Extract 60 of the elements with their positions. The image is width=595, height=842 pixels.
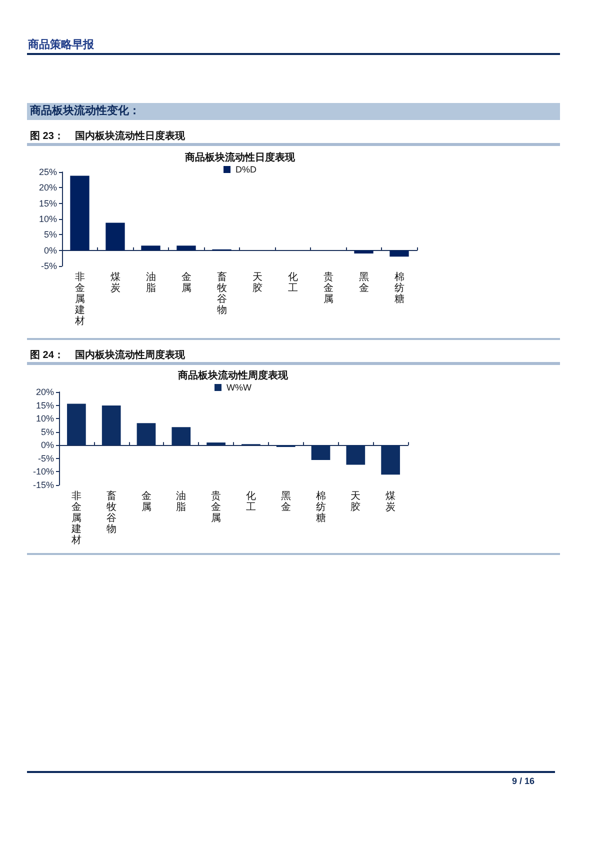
x-tick-label: 非金属建材 <box>74 271 85 327</box>
bar <box>141 246 160 250</box>
y-tick-label: 10% <box>38 214 57 224</box>
bar <box>176 246 196 250</box>
y-tick-label: 15% <box>36 400 54 410</box>
x-tick-label: 天胶 <box>350 491 361 513</box>
x-tick-label: 天胶 <box>252 272 262 294</box>
x-tick-label: 非金属建材 <box>70 490 82 546</box>
bar <box>136 423 156 446</box>
y-tick-label: 20% <box>36 387 54 397</box>
x-tick-label: 棉纺糖 <box>394 271 404 305</box>
x-tick-label: 煤炭 <box>386 490 396 513</box>
chart-title: 商品板块流动性日度表现 <box>184 152 296 164</box>
y-tick-label: 25% <box>38 167 57 177</box>
x-tick-label: 贵金属 <box>323 271 334 305</box>
x-tick-label: 黑金 <box>280 491 291 513</box>
chart-title: 商品板块流动性周度表现 <box>177 370 289 382</box>
x-tick-label: 化工 <box>288 271 298 294</box>
x-tick-label: 金属 <box>141 490 152 513</box>
x-tick-label: 畜牧谷物 <box>216 271 227 316</box>
y-tick-label: -10% <box>32 466 54 477</box>
bar <box>381 445 400 475</box>
bar <box>311 445 330 460</box>
x-tick-label: 贵金属 <box>211 490 222 524</box>
y-tick-label: -5% <box>38 453 54 464</box>
text: 9 / 16 <box>512 776 535 786</box>
y-tick-label: 5% <box>40 426 54 437</box>
y-tick-label: 10% <box>36 414 54 424</box>
x-tick-label: 畜牧谷物 <box>106 490 116 535</box>
bar <box>102 406 121 446</box>
legend-label: W%W <box>226 382 252 392</box>
y-tick-label: 5% <box>44 230 57 240</box>
caption: 图 24： <box>30 349 64 362</box>
x-tick-label: 油脂 <box>176 490 186 513</box>
x-tick-label: 棉纺糖 <box>316 490 326 524</box>
x-tick-label: 金属 <box>181 271 192 294</box>
y-tick-label: 0% <box>40 440 54 450</box>
bar <box>390 250 409 257</box>
bar <box>346 445 366 465</box>
text: 国内板块流动性日度表现 <box>75 129 185 143</box>
x-tick-label: 油脂 <box>146 271 156 294</box>
text: 国内板块流动性周度表现 <box>75 348 185 362</box>
y-tick-label: -15% <box>32 480 54 490</box>
legend-label: D%D <box>236 164 257 174</box>
bar <box>70 176 90 250</box>
text: 商品板块流动性变化： <box>27 103 560 120</box>
bar <box>67 404 86 446</box>
y-tick-label: 20% <box>38 182 57 193</box>
x-tick-label: 黑金 <box>358 272 369 294</box>
bar <box>354 250 374 254</box>
y-tick-label: 15% <box>38 198 57 208</box>
bar <box>206 442 226 446</box>
y-tick-label: -5% <box>40 261 57 271</box>
bar <box>172 427 191 446</box>
x-tick-label: 煤炭 <box>110 271 120 294</box>
bar <box>106 222 125 250</box>
x-tick-label: 化工 <box>246 490 256 513</box>
text: 商品策略早报 <box>28 38 94 52</box>
caption: 图 23： <box>30 130 64 143</box>
y-tick-label: 0% <box>44 245 57 256</box>
